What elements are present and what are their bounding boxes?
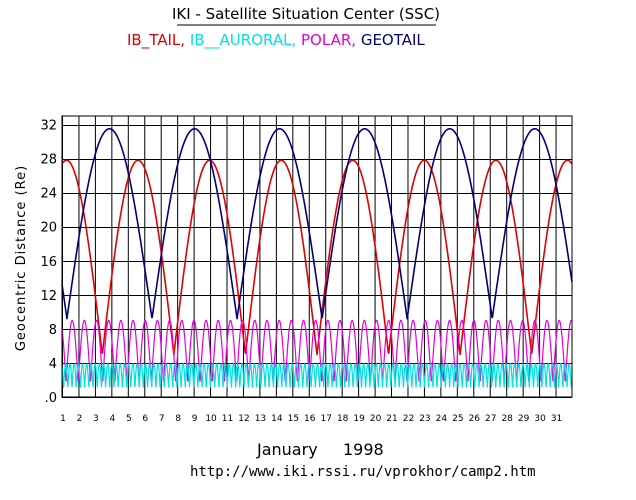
x-tick-label: 13 bbox=[255, 414, 266, 424]
series-line-ib-auroral bbox=[61, 363, 573, 388]
x-tick-label: 4 bbox=[109, 414, 115, 424]
legend-sep-1: , bbox=[180, 31, 185, 49]
x-tick-label: 22 bbox=[403, 414, 414, 424]
x-tick-label: 16 bbox=[304, 414, 316, 424]
legend-sep-3: , bbox=[351, 31, 356, 49]
x-tick-label: 25 bbox=[452, 414, 463, 424]
x-tick-label: 3 bbox=[93, 414, 99, 424]
x-tick-label: 19 bbox=[353, 414, 365, 424]
legend-ib-auroral: IB__AURORAL bbox=[190, 31, 292, 50]
x-tick-label: 26 bbox=[469, 414, 481, 424]
x-axis-year: 1998 bbox=[343, 440, 384, 459]
x-tick-label: 5 bbox=[126, 414, 132, 424]
y-tick-label: 32 bbox=[40, 119, 57, 134]
legend-polar: POLAR bbox=[301, 31, 351, 49]
y-tick-label: 8 bbox=[49, 323, 57, 338]
x-tick-label: 29 bbox=[518, 414, 530, 424]
x-tick-label: 14 bbox=[271, 414, 283, 424]
x-tick-label: 9 bbox=[192, 414, 198, 424]
x-tick-label: 24 bbox=[436, 414, 448, 424]
x-tick-label: 31 bbox=[551, 414, 562, 424]
legend-ib-tail: IB_TAIL bbox=[127, 31, 181, 50]
y-tick-label: .0 bbox=[45, 391, 57, 406]
grid bbox=[62, 116, 572, 398]
x-tick-label: 7 bbox=[159, 414, 165, 424]
legend-geotail: GEOTAIL bbox=[361, 31, 426, 49]
x-tick-label: 2 bbox=[77, 414, 83, 424]
x-tick-label: 8 bbox=[175, 414, 181, 424]
x-tick-label: 18 bbox=[337, 414, 349, 424]
chart-title: IKI - Satellite Situation Center (SSC) bbox=[172, 5, 440, 23]
x-tick-label: 11 bbox=[222, 414, 233, 424]
x-tick-label: 10 bbox=[205, 414, 217, 424]
x-tick-label: 20 bbox=[370, 414, 382, 424]
x-axis-month: January bbox=[256, 440, 318, 459]
source-url: http://www.iki.rssi.ru/vprokhor/camp2.ht… bbox=[190, 464, 536, 480]
x-tick-label: 27 bbox=[485, 414, 496, 424]
series-line-ib-tail bbox=[61, 159, 573, 356]
series-group bbox=[61, 127, 573, 388]
x-tick-label: 15 bbox=[288, 414, 299, 424]
x-tick-label: 23 bbox=[419, 414, 430, 424]
y-tick-label: 4 bbox=[49, 357, 57, 372]
y-axis-label: Geocentric Distance (Re) bbox=[14, 165, 29, 351]
legend-sep-2: , bbox=[291, 31, 296, 49]
x-tick-label: 1 bbox=[60, 414, 66, 424]
legend: IB_TAIL, IB__AURORAL, POLAR, GEOTAIL bbox=[127, 31, 425, 50]
x-tick-label: 21 bbox=[386, 414, 397, 424]
y-tick-label: 24 bbox=[40, 187, 57, 202]
y-ticks: .0 4 8 12 16 20 24 28 32 bbox=[40, 119, 57, 406]
x-tick-label: 28 bbox=[501, 414, 513, 424]
x-tick-label: 12 bbox=[238, 414, 249, 424]
y-tick-label: 16 bbox=[40, 255, 57, 270]
y-tick-label: 12 bbox=[40, 289, 57, 304]
x-tick-label: 17 bbox=[320, 414, 331, 424]
y-tick-label: 20 bbox=[40, 221, 57, 236]
x-tick-label: 30 bbox=[534, 414, 546, 424]
plot-frame bbox=[61, 115, 573, 398]
x-tick-label: 6 bbox=[142, 414, 148, 424]
y-tick-label: 28 bbox=[40, 153, 57, 168]
series-line-polar bbox=[61, 319, 573, 382]
x-ticks: 1 2 3 4 5 6 7 8 9 10 11 12 13 14 15 16 17 18 19 20 21 22 23 24 2… bbox=[60, 414, 562, 424]
series-line-geotail bbox=[61, 127, 573, 320]
